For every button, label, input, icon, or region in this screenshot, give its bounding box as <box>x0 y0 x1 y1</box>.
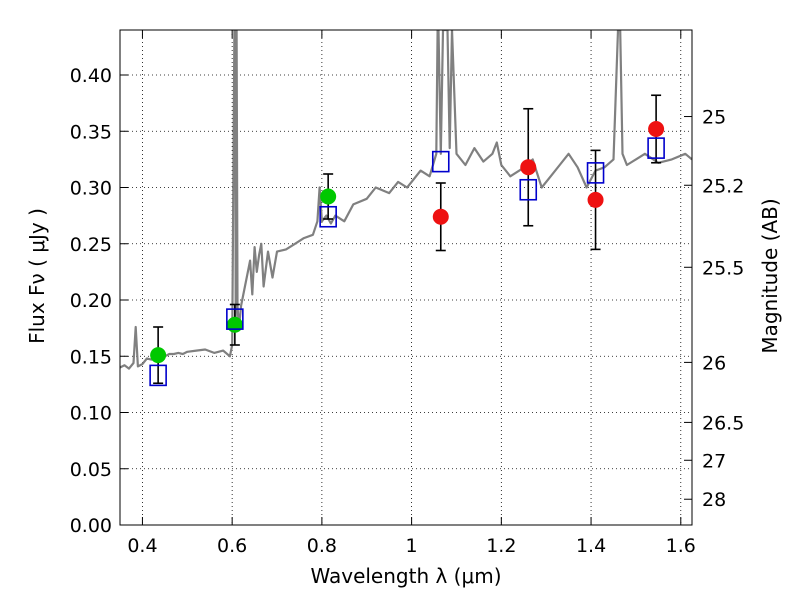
data-points <box>149 94 665 387</box>
y-tick-label: 0.10 <box>70 403 112 425</box>
x-tick-label: 1.2 <box>486 535 516 557</box>
model-photometry-square <box>519 178 538 201</box>
mag-tick-label: 28 <box>702 489 726 511</box>
plot-frame <box>119 29 693 526</box>
y-tick-label: 0.25 <box>70 234 112 256</box>
y-tick-label: 0.35 <box>70 121 112 143</box>
y-tick-label: 0.05 <box>70 459 112 481</box>
axis-ticks: 0.4 0.6 0.8 1 1.2 1.4 1.6 0.00 0.05 0.10 0.15 0.20 0… <box>70 30 744 557</box>
model-photometry-square <box>226 308 244 330</box>
grid <box>120 30 692 526</box>
green-data-point <box>150 347 167 364</box>
y-tick-label: 0.40 <box>70 65 112 87</box>
model-photometry-square <box>149 364 167 387</box>
red-data-point <box>648 121 665 137</box>
model-spectrum <box>120 30 692 370</box>
mag-tick-label: 25.2 <box>702 175 744 197</box>
red-data-point <box>432 208 449 225</box>
model-photometry-square <box>319 205 337 228</box>
mag-tick-label: 25.5 <box>702 257 744 279</box>
x-tick-label: 0.6 <box>217 535 247 557</box>
model-spectrum-line <box>120 30 692 370</box>
x-tick-label: 1 <box>406 535 418 557</box>
red-data-point <box>520 159 537 176</box>
model-photometry-square <box>647 137 665 159</box>
x-axis-label: Wavelength λ (μm) <box>310 564 501 588</box>
green-data-point <box>226 316 243 333</box>
mag-tick-label: 26.5 <box>702 412 744 434</box>
mag-tick-label: 25 <box>702 107 726 129</box>
red-data-point <box>587 191 604 208</box>
y-tick-label: 0.30 <box>70 178 112 200</box>
x-tick-label: 1.4 <box>576 535 606 557</box>
y-tick-label: 0.20 <box>70 290 112 312</box>
mag-tick-label: 26 <box>702 352 726 374</box>
y-tick-label: 0.15 <box>70 346 112 368</box>
y-axis-label: Flux Fν ( μJy ) <box>25 208 49 344</box>
y-tick-label: 0.00 <box>70 515 112 537</box>
mag-tick-label: 27 <box>702 450 726 472</box>
x-tick-label: 1.6 <box>666 535 696 557</box>
x-tick-label: 0.4 <box>127 535 157 557</box>
model-photometry-square <box>586 162 605 184</box>
model-photometry-square <box>431 150 450 173</box>
x-tick-label: 0.8 <box>307 535 337 557</box>
green-data-point <box>320 188 337 205</box>
right-axis-label: Magnitude (AB) <box>758 198 782 353</box>
